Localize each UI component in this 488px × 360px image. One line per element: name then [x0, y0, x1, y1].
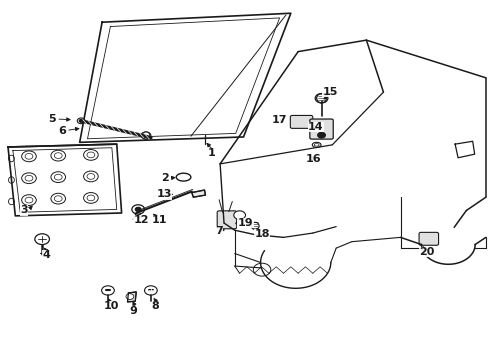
Text: 8: 8	[152, 301, 159, 311]
Ellipse shape	[251, 222, 259, 229]
Text: 3: 3	[20, 206, 28, 216]
Circle shape	[35, 234, 49, 244]
Circle shape	[77, 118, 85, 124]
Text: 17: 17	[271, 115, 286, 125]
Circle shape	[51, 150, 65, 161]
Ellipse shape	[8, 155, 14, 162]
Circle shape	[317, 132, 325, 138]
Circle shape	[21, 173, 36, 184]
Text: 11: 11	[152, 215, 167, 225]
Text: 9: 9	[129, 306, 137, 316]
Circle shape	[132, 205, 144, 214]
Text: 4: 4	[42, 250, 50, 260]
Circle shape	[79, 120, 83, 122]
Circle shape	[144, 286, 157, 295]
Text: 12: 12	[133, 215, 148, 225]
Text: 6: 6	[58, 126, 66, 135]
Circle shape	[102, 286, 114, 295]
Text: 20: 20	[418, 247, 433, 257]
Text: 13: 13	[157, 189, 172, 199]
Ellipse shape	[8, 198, 14, 205]
Text: 15: 15	[322, 87, 337, 97]
Circle shape	[21, 195, 36, 206]
Ellipse shape	[316, 94, 326, 103]
Circle shape	[83, 149, 98, 160]
Circle shape	[253, 263, 270, 276]
Circle shape	[51, 172, 65, 183]
FancyBboxPatch shape	[309, 119, 332, 139]
Text: 10: 10	[104, 301, 119, 311]
Text: 7: 7	[215, 226, 223, 236]
Circle shape	[83, 193, 98, 203]
Text: 5: 5	[48, 114, 56, 124]
Text: 14: 14	[307, 122, 323, 132]
Text: 19: 19	[237, 218, 253, 228]
FancyBboxPatch shape	[418, 232, 438, 245]
FancyBboxPatch shape	[217, 211, 236, 229]
Text: 1: 1	[207, 148, 215, 158]
Text: 18: 18	[254, 229, 269, 239]
Ellipse shape	[142, 132, 150, 139]
Ellipse shape	[312, 142, 321, 147]
Circle shape	[83, 171, 98, 182]
Circle shape	[21, 151, 36, 162]
Polygon shape	[127, 292, 136, 302]
Ellipse shape	[8, 177, 14, 183]
FancyBboxPatch shape	[290, 116, 312, 129]
Polygon shape	[191, 190, 205, 197]
Circle shape	[233, 211, 245, 220]
Circle shape	[51, 193, 65, 204]
Circle shape	[135, 207, 141, 212]
Circle shape	[126, 294, 134, 300]
Circle shape	[315, 94, 327, 103]
Circle shape	[141, 132, 151, 139]
Text: 2: 2	[161, 173, 169, 183]
Text: 16: 16	[305, 154, 321, 164]
